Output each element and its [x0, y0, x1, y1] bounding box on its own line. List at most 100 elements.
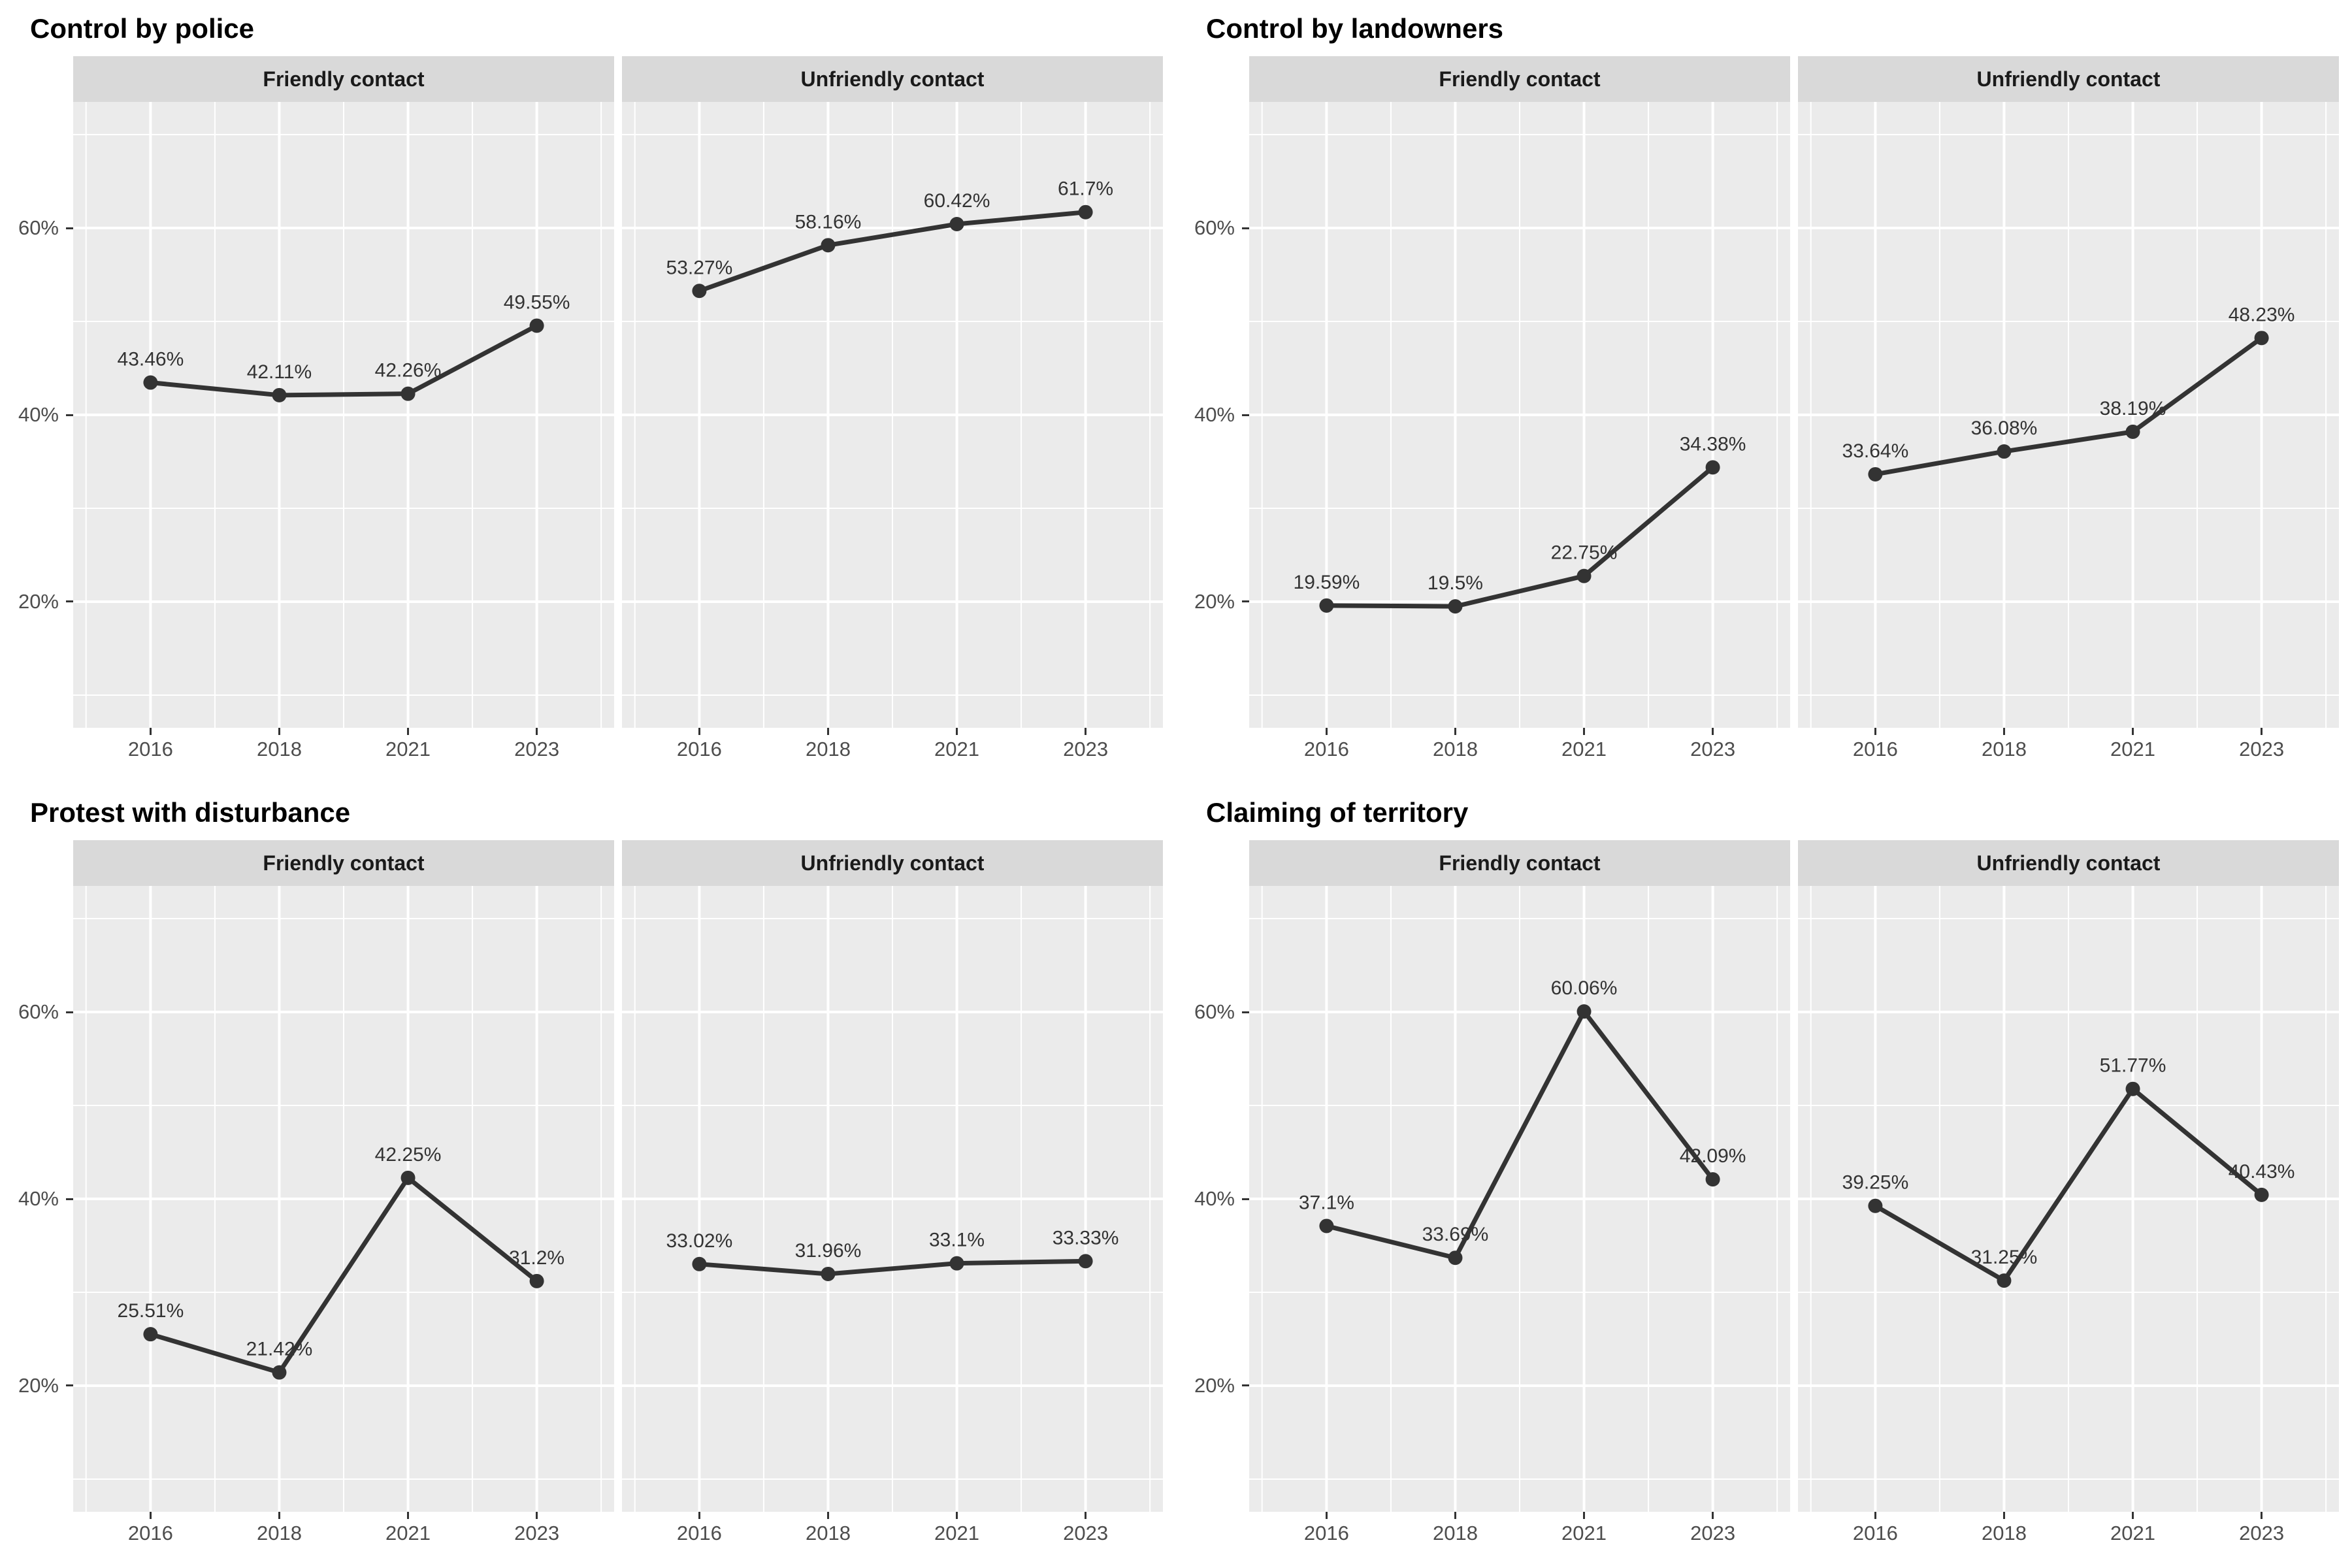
- facet-unfriendly: Unfriendly contact 33.02% 31.96% 33.1% 33.3…: [622, 840, 1163, 1551]
- y-tick-mark: [1242, 1011, 1249, 1013]
- x-tick-mark: [2261, 1512, 2263, 1519]
- y-tick-mark: [1242, 1384, 1249, 1387]
- data-point: [1078, 1254, 1093, 1269]
- y-tick-mark: [1242, 1198, 1249, 1200]
- facet-friendly: Friendly contact 25.51% 21.42% 42.25% 31.2%…: [73, 840, 614, 1551]
- data-point: [1997, 1273, 2012, 1288]
- y-tick-mark: [66, 1384, 73, 1387]
- x-tick-label: 2021: [385, 738, 431, 760]
- x-tick-mark: [149, 728, 152, 735]
- x-axis: 2016 2018 2021 2023: [73, 1512, 614, 1551]
- x-tick-mark: [956, 1512, 958, 1519]
- data-point: [1997, 444, 2012, 459]
- chart-body: 60% 40% 20% Friendly contact 37.1% 33.69% 60…: [1176, 840, 2352, 1551]
- x-tick-label: 2018: [1981, 738, 2027, 760]
- x-tick-mark: [1325, 728, 1328, 735]
- data-point: [949, 217, 964, 232]
- data-point: [1448, 1250, 1463, 1266]
- chart-protest-with-disturbance: Protest with disturbance 60% 40% 20% Frien…: [0, 784, 1176, 1568]
- data-point: [2125, 424, 2140, 439]
- data-point-label: 42.11%: [247, 361, 312, 383]
- y-tick-label: 40%: [1194, 403, 1235, 426]
- x-tick-label: 2016: [676, 1522, 722, 1544]
- y-tick-mark: [66, 414, 73, 416]
- x-tick-label: 2018: [805, 1522, 851, 1544]
- x-tick-label: 2016: [127, 1522, 173, 1544]
- data-point: [1319, 1218, 1334, 1233]
- x-tick-label: 2023: [514, 1522, 560, 1544]
- x-tick-label: 2018: [805, 738, 851, 760]
- x-axis: 2016 2018 2021 2023: [1249, 1512, 1790, 1551]
- y-tick-label: 20%: [18, 589, 59, 613]
- chart-control-by-police: Control by police 60% 40% 20% Friendly con…: [0, 0, 1176, 784]
- data-point-label: 22.75%: [1551, 542, 1618, 564]
- facet-panel: 33.02% 31.96% 33.1% 33.33%: [622, 886, 1163, 1512]
- y-tick-label: 20%: [1194, 589, 1235, 613]
- x-tick-label: 2016: [1303, 1522, 1349, 1544]
- y-axis: 60% 40% 20%: [0, 56, 73, 728]
- x-tick-label: 2023: [1063, 1522, 1109, 1544]
- data-point: [821, 238, 836, 253]
- facet-strip: Unfriendly contact: [1798, 56, 2339, 102]
- y-tick-mark: [66, 1198, 73, 1200]
- data-point: [272, 1365, 287, 1380]
- x-axis: 2016 2018 2021 2023: [1798, 728, 2339, 767]
- data-point: [2254, 331, 2269, 346]
- x-tick-label: 2016: [127, 738, 173, 760]
- x-tick-mark: [698, 728, 700, 735]
- x-tick-label: 2021: [385, 1522, 431, 1544]
- x-axis: 2016 2018 2021 2023: [622, 728, 1163, 767]
- data-point-label: 33.64%: [1842, 440, 1909, 462]
- y-tick-label: 60%: [18, 1000, 59, 1024]
- y-axis: 60% 40% 20%: [1176, 56, 1249, 728]
- x-tick-mark: [278, 728, 280, 735]
- x-axis: 2016 2018 2021 2023: [1249, 728, 1790, 767]
- data-point: [143, 375, 158, 390]
- facet-panel: 53.27% 58.16% 60.42% 61.7%: [622, 102, 1163, 728]
- facet-strip: Unfriendly contact: [622, 56, 1163, 102]
- x-tick-label: 2023: [2239, 738, 2285, 760]
- data-point-label: 37.1%: [1299, 1192, 1354, 1213]
- x-tick-label: 2021: [2110, 1522, 2156, 1544]
- x-tick-mark: [1325, 1512, 1328, 1519]
- data-point-label: 58.16%: [795, 211, 862, 233]
- chart-title: Control by police: [30, 13, 255, 44]
- data-point-label: 42.26%: [375, 360, 442, 382]
- x-tick-mark: [1085, 728, 1087, 735]
- data-point-label: 53.27%: [666, 257, 733, 278]
- x-tick-label: 2023: [1690, 738, 1736, 760]
- x-tick-mark: [1583, 728, 1586, 735]
- y-tick-mark: [1242, 414, 1249, 416]
- data-line: [696, 1258, 1088, 1277]
- chart-body: 60% 40% 20% Friendly contact 19.59% 19.5% 22…: [1176, 56, 2352, 767]
- x-tick-mark: [1454, 728, 1456, 735]
- data-point: [529, 318, 544, 333]
- x-tick-label: 2016: [1303, 738, 1349, 760]
- data-point: [1576, 1004, 1592, 1019]
- y-tick-mark: [66, 227, 73, 229]
- data-point-label: 43.46%: [118, 349, 184, 370]
- y-tick-mark: [1242, 227, 1249, 229]
- x-tick-label: 2016: [1852, 1522, 1898, 1544]
- x-tick-mark: [149, 1512, 152, 1519]
- data-point-label: 19.5%: [1428, 572, 1483, 594]
- data-point: [529, 1273, 544, 1288]
- chart-claiming-of-territory: Claiming of territory 60% 40% 20% Friendly…: [1176, 784, 2352, 1568]
- facet-strip: Friendly contact: [73, 840, 614, 886]
- x-axis: 2016 2018 2021 2023: [1798, 1512, 2339, 1551]
- x-tick-label: 2021: [2110, 738, 2156, 760]
- x-tick-mark: [407, 1512, 410, 1519]
- y-tick-label: 60%: [18, 216, 59, 240]
- data-point-label: 60.06%: [1551, 977, 1618, 999]
- x-tick-mark: [956, 728, 958, 735]
- x-tick-mark: [1712, 1512, 1714, 1519]
- facet-unfriendly: Unfriendly contact 53.27% 58.16% 60.42% 61.…: [622, 56, 1163, 767]
- x-tick-label: 2021: [934, 1522, 980, 1544]
- data-point: [2125, 1081, 2140, 1096]
- data-point-label: 33.02%: [666, 1230, 733, 1252]
- facet-friendly: Friendly contact 43.46% 42.11% 42.26% 49.55…: [73, 56, 614, 767]
- x-tick-mark: [278, 1512, 280, 1519]
- data-point-label: 61.7%: [1058, 178, 1113, 200]
- data-point-label: 31.96%: [795, 1240, 862, 1262]
